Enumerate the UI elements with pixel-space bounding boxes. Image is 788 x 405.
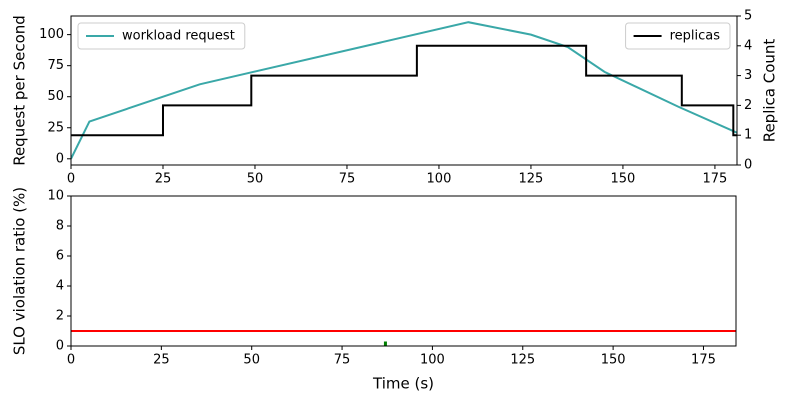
- y-tick-label: 2: [56, 309, 64, 324]
- legend-box: [625, 22, 731, 50]
- bar: [383, 341, 387, 346]
- axes-frame: [70, 195, 737, 347]
- x-tick-label: 175: [691, 353, 716, 368]
- y-tick-label: 25: [47, 120, 64, 135]
- x-tick-label: 100: [420, 353, 445, 368]
- y2-tick-label: 0: [744, 158, 752, 173]
- x-tick-label: 0: [67, 353, 75, 368]
- x-tick-label: 25: [153, 353, 170, 368]
- y-tick-label: 0: [56, 151, 64, 166]
- series-line: [71, 21, 737, 160]
- x-tick-label: 100: [427, 172, 452, 187]
- legend-box: [77, 22, 246, 50]
- legend-label: workload request: [122, 29, 235, 44]
- y-axis-label: Request per Second: [11, 15, 29, 166]
- y-tick-label: 8: [56, 219, 64, 234]
- plot-area: [71, 21, 737, 160]
- x-tick-label: 150: [611, 172, 636, 187]
- x-tick-label: 50: [247, 172, 264, 187]
- y-tick-label: 100: [39, 27, 64, 42]
- y-tick-label: 6: [56, 249, 64, 264]
- series-line: [71, 44, 737, 137]
- y-tick-label: 10: [47, 189, 64, 204]
- x-tick-label: 50: [243, 353, 260, 368]
- y2-tick-label: 5: [744, 9, 752, 24]
- y-axis-label: SLO violation ratio (%): [11, 187, 29, 355]
- x-tick-label: 150: [601, 353, 626, 368]
- x-tick-label: 25: [155, 172, 172, 187]
- x-axis-label: Time (s): [372, 375, 434, 393]
- x-tick-label: 75: [339, 172, 356, 187]
- plot-area: [71, 330, 736, 346]
- x-tick-label: 175: [703, 172, 728, 187]
- y2-tick-label: 3: [744, 68, 752, 83]
- y2-axis-label: Replica Count: [761, 39, 779, 143]
- y2-tick-label: 2: [744, 98, 752, 113]
- axes-frame: [70, 15, 738, 166]
- y-tick-label: 0: [56, 339, 64, 354]
- y-tick-label: 50: [47, 89, 64, 104]
- y-tick-label: 4: [56, 279, 64, 294]
- x-tick-label: 75: [334, 353, 351, 368]
- x-tick-label: 125: [510, 353, 535, 368]
- y2-tick-label: 4: [744, 38, 752, 53]
- x-tick-label: 0: [67, 172, 75, 187]
- x-tick-label: 125: [519, 172, 544, 187]
- legend-label: replicas: [670, 29, 721, 44]
- y-tick-label: 75: [47, 58, 64, 73]
- y2-tick-label: 1: [744, 128, 752, 143]
